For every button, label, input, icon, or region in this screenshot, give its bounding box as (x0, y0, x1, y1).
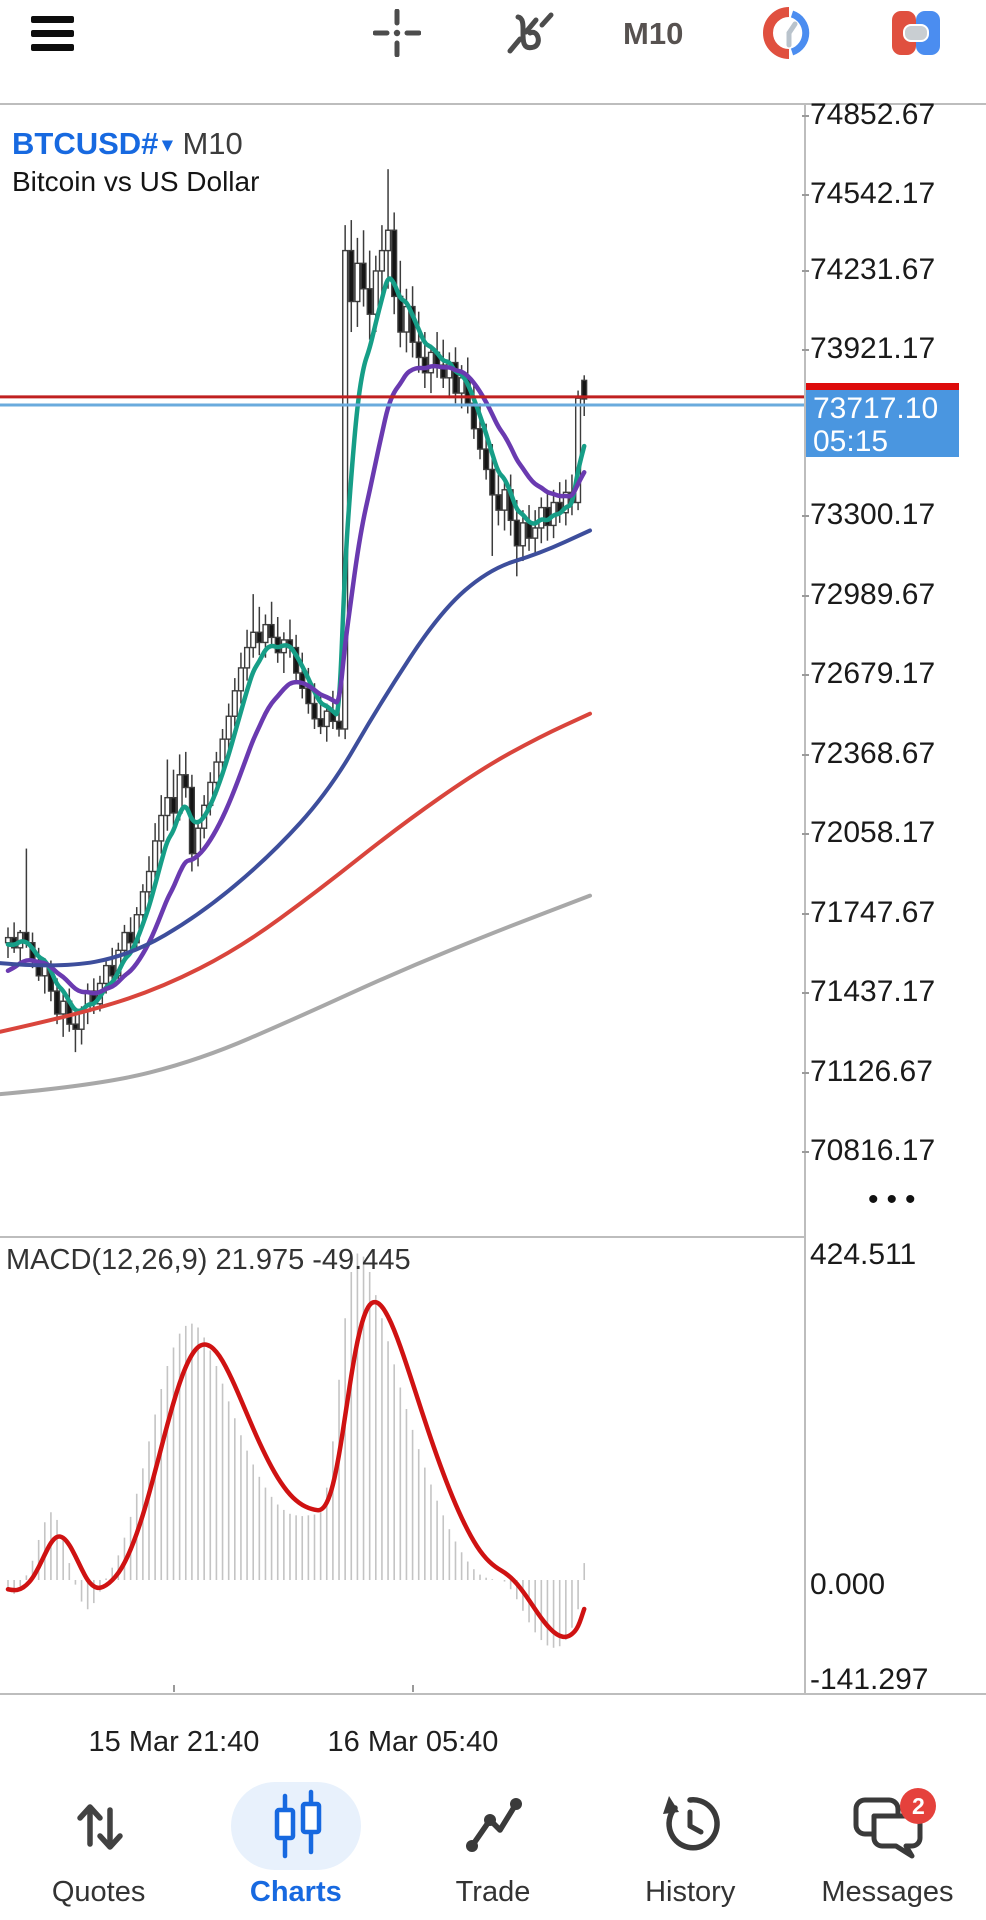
nav-item-history[interactable]: History (592, 1768, 789, 1920)
price-tick: 72989.67 (801, 578, 936, 611)
price-tick: 72368.67 (801, 737, 936, 770)
price-tick: 72058.17 (801, 816, 936, 849)
price-tick: 74542.17 (801, 177, 936, 210)
arrows-up-down-icon (76, 1804, 123, 1850)
symbol-name: BTCUSD# (12, 126, 159, 161)
bottom-navigation: Quotes Charts Trade (0, 1768, 986, 1920)
chat-bubbles-icon (853, 1797, 923, 1859)
trend-dots-icon (466, 1798, 522, 1852)
price-tick: 73921.17 (801, 332, 936, 365)
current-price: 73717.10 (813, 392, 939, 425)
price-tick: 74852.67 (801, 98, 936, 131)
ask-strip (806, 383, 959, 390)
crosshair-icon[interactable] (373, 9, 421, 57)
nav-item-quotes[interactable]: Quotes (0, 1768, 197, 1920)
price-tick: 71747.67 (801, 896, 936, 929)
top-toolbar: M10 (0, 0, 986, 62)
current-price-box: 73717.10 05:15 (806, 383, 959, 458)
price-tick: 74231.67 (801, 253, 936, 286)
macd-tick: -141.297 (810, 1663, 929, 1696)
nav-label: Trade (455, 1876, 531, 1908)
panel-divider (0, 1236, 804, 1238)
macd-indicator-label: MACD(12,26,9) 21.975 -49.445 (6, 1244, 411, 1276)
nav-item-charts[interactable]: Charts (197, 1768, 394, 1920)
time-tick: 15 Mar 21:40 (88, 1726, 260, 1758)
axis-more-dots: ••• (868, 1183, 924, 1216)
nav-label: Messages (821, 1876, 954, 1908)
price-tick: 71437.17 (801, 975, 936, 1008)
nav-label: Charts (249, 1876, 342, 1908)
menu-icon[interactable] (29, 14, 75, 54)
clock-sessions-icon[interactable] (763, 7, 815, 59)
nav-label: History (645, 1876, 736, 1908)
objects-icon[interactable] (890, 9, 942, 57)
axis-border (804, 103, 806, 1693)
macd-tick: 424.511 (810, 1238, 917, 1271)
messages-badge: 2 (900, 1788, 937, 1824)
chart-timeframe: M10 (182, 126, 243, 161)
nav-item-trade[interactable]: Trade (394, 1768, 591, 1920)
price-tick: 70816.17 (801, 1134, 936, 1167)
timeframe-button[interactable]: M10 (623, 16, 684, 51)
candlesticks-icon (274, 1789, 322, 1859)
nav-label: Quotes (51, 1876, 146, 1908)
time-tick: 16 Mar 05:40 (327, 1726, 499, 1758)
current-time: 05:15 (813, 425, 889, 458)
symbol-description: Bitcoin vs US Dollar (12, 166, 260, 197)
nav-item-messages[interactable]: 2 Messages (789, 1768, 986, 1920)
chart-top-border (0, 103, 986, 105)
symbol-selector[interactable]: BTCUSD# ▾ M10 (12, 126, 243, 162)
price-tick: 71126.67 (802, 1055, 933, 1088)
price-tick: 72679.17 (801, 657, 936, 690)
history-clock-icon (663, 1796, 721, 1851)
price-tick: 73300.17 (801, 498, 936, 531)
main-chart[interactable] (0, 103, 806, 1236)
macd-panel[interactable] (0, 1238, 806, 1693)
chart-bottom-border (0, 1693, 986, 1695)
indicators-icon[interactable] (504, 7, 556, 59)
macd-tick: 0.000 (810, 1568, 886, 1601)
chevron-down-icon: ▾ (162, 134, 173, 156)
